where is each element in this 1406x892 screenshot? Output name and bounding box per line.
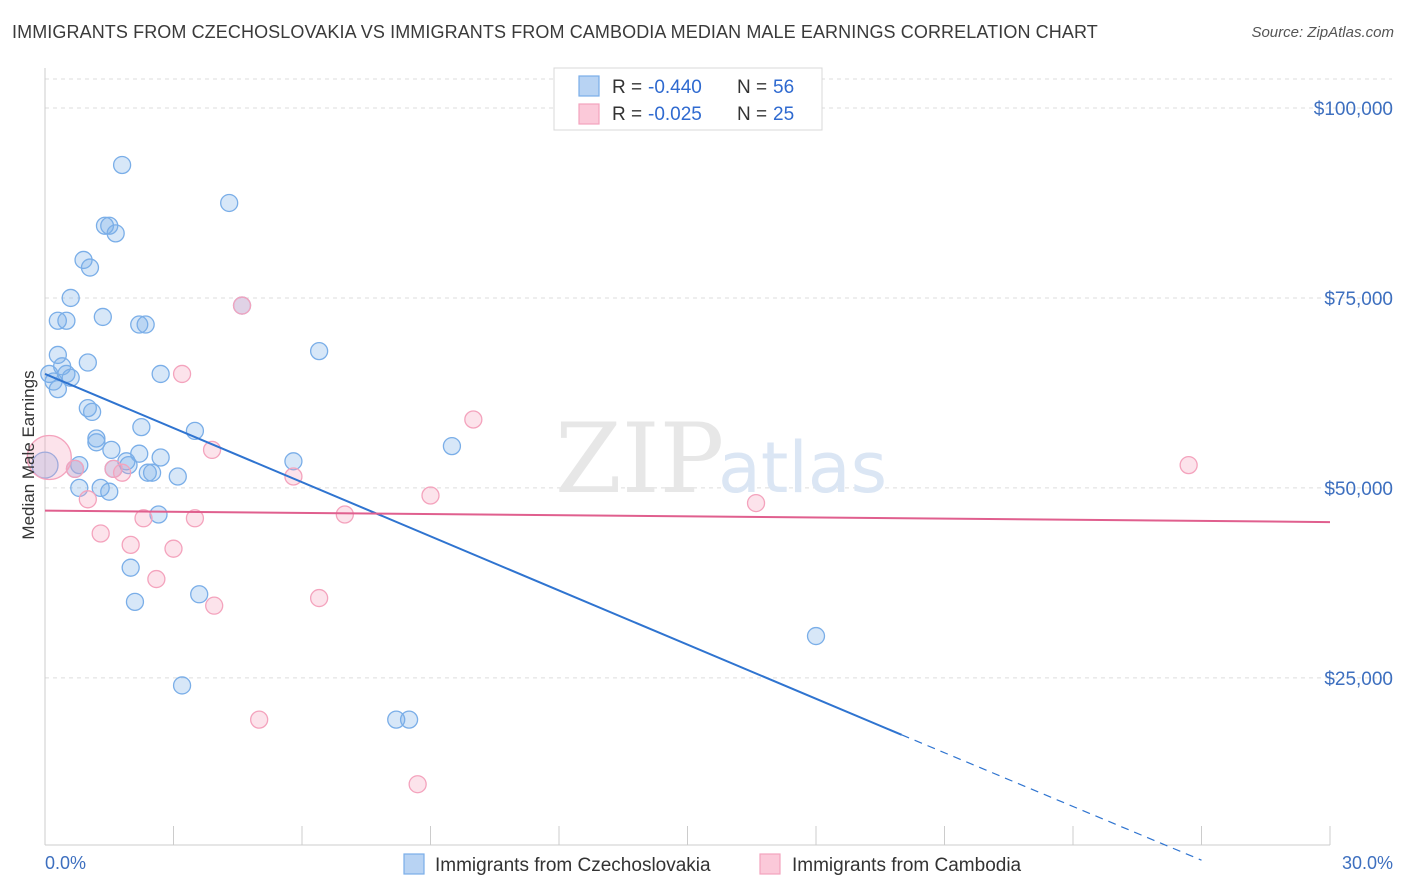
point-czechoslovakia-17	[80, 258, 100, 277]
legend-swatch-czechoslovakia	[578, 75, 600, 97]
point-czechoslovakia-22	[93, 307, 112, 327]
point-cambodia-14	[232, 296, 252, 315]
series-legend: Immigrants from Czechoslovakia Immigrant…	[403, 853, 1022, 876]
x-tick-labels: 0.0% 30.0%	[45, 853, 1393, 873]
point-cambodia-6	[121, 535, 140, 555]
point-cambodia-3	[91, 524, 110, 543]
point-cambodia-10	[172, 364, 192, 384]
legend-swatch-cambodia	[578, 103, 600, 125]
point-cambodia-23	[1179, 455, 1198, 475]
correlation-legend: R = -0.440 N = 56 R = -0.025 N = 25	[553, 67, 823, 131]
grid-lines	[45, 78, 1392, 679]
point-czechoslovakia-9	[61, 288, 80, 308]
point-cambodia-15	[250, 710, 269, 729]
watermark: ZIP atlas	[555, 403, 887, 515]
point-cambodia-20	[421, 486, 440, 505]
point-czechoslovakia-54	[806, 626, 826, 646]
point-czechoslovakia-20	[87, 433, 106, 452]
point-cambodia-9	[164, 539, 183, 558]
point-czechoslovakia-38	[138, 463, 157, 482]
point-czechoslovakia-37	[136, 315, 155, 334]
point-czechoslovakia-53	[442, 436, 462, 456]
point-czechoslovakia-28	[106, 224, 125, 243]
point-czechoslovakia-52	[399, 710, 419, 729]
point-cambodia-17	[309, 588, 329, 608]
point-cambodia-5	[112, 463, 132, 482]
bottom-legend-swatch-czechoslovakia	[403, 853, 425, 875]
point-cambodia-18	[335, 505, 354, 524]
point-czechoslovakia-49	[284, 452, 303, 471]
point-czechoslovakia-36	[132, 417, 151, 437]
point-czechoslovakia-33	[125, 592, 145, 612]
point-cambodia-11	[185, 509, 205, 528]
point-czechoslovakia-43	[168, 467, 187, 486]
bottom-legend-swatch-cambodia	[759, 853, 781, 875]
point-czechoslovakia-3	[48, 379, 67, 399]
point-czechoslovakia-47	[220, 193, 239, 213]
point-cambodia-1	[65, 459, 85, 479]
bottom-legend-label-cambodia: Immigrants from Cambodia	[792, 855, 1022, 876]
point-cambodia-8	[147, 569, 166, 589]
axes	[44, 68, 1331, 846]
point-cambodia-0	[26, 434, 72, 481]
y-tick-label-2: $75,000	[1324, 289, 1393, 310]
point-czechoslovakia-41	[151, 448, 170, 467]
bottom-legend-label-czechoslovakia: Immigrants from Czechoslovakia	[435, 855, 711, 876]
series-cambodia-points	[26, 296, 1198, 794]
point-czechoslovakia-44	[172, 676, 192, 695]
point-cambodia-21	[464, 410, 483, 429]
legend-r-label-1: R =	[612, 77, 642, 98]
legend-n-value-1: 56	[773, 77, 794, 98]
watermark-zip: ZIP	[555, 403, 724, 515]
point-czechoslovakia-35	[130, 444, 149, 463]
point-czechoslovakia-25	[100, 482, 119, 501]
y-tick-label-1: $50,000	[1324, 479, 1393, 500]
x-tick-label-1: 30.0%	[1342, 853, 1393, 873]
point-czechoslovakia-51	[387, 710, 406, 729]
point-czechoslovakia-34	[130, 315, 149, 334]
y-axis-label: Median Male Earnings	[19, 370, 38, 539]
y-tick-label-0: $25,000	[1324, 669, 1393, 690]
point-czechoslovakia-16	[78, 353, 97, 372]
legend-r-value-2: -0.025	[648, 104, 702, 125]
y-tick-label-3: $100,000	[1314, 99, 1393, 120]
trend-lines	[44, 373, 1331, 861]
point-czechoslovakia-46	[190, 585, 209, 604]
trend-cambodia	[44, 509, 1331, 524]
legend-n-value-2: 25	[773, 104, 794, 125]
point-cambodia-22	[746, 493, 766, 513]
point-czechoslovakia-7	[57, 311, 76, 330]
point-cambodia-19	[408, 775, 427, 794]
point-czechoslovakia-39	[142, 463, 162, 482]
point-cambodia-2	[78, 490, 97, 509]
point-czechoslovakia-32	[121, 558, 140, 577]
y-tick-labels: $25,000 $50,000 $75,000 $100,000	[1314, 99, 1393, 690]
point-cambodia-13	[205, 596, 224, 615]
point-czechoslovakia-5	[48, 345, 67, 365]
point-czechoslovakia-26	[102, 440, 121, 460]
point-czechoslovakia-29	[112, 155, 132, 175]
trend-czechoslovakia-solid	[44, 373, 903, 736]
point-czechoslovakia-42	[151, 364, 170, 384]
trend-czechoslovakia-dashed	[901, 734, 1202, 861]
legend-r-label-2: R =	[612, 104, 642, 125]
point-czechoslovakia-0	[31, 451, 59, 479]
point-czechoslovakia-40	[149, 505, 168, 524]
watermark-atlas: atlas	[718, 427, 887, 509]
source-credit: Source: ZipAtlas.com	[1251, 24, 1394, 41]
x-tick-label-0: 0.0%	[45, 853, 86, 873]
legend-n-label-1: N =	[737, 77, 767, 98]
chart-title: IMMIGRANTS FROM CZECHOSLOVAKIA VS IMMIGR…	[12, 22, 1098, 42]
legend-n-label-2: N =	[737, 104, 767, 125]
point-cambodia-7	[134, 509, 153, 528]
point-czechoslovakia-50	[309, 341, 329, 361]
point-czechoslovakia-18	[82, 402, 102, 422]
legend-r-value-1: -0.440	[648, 77, 702, 98]
